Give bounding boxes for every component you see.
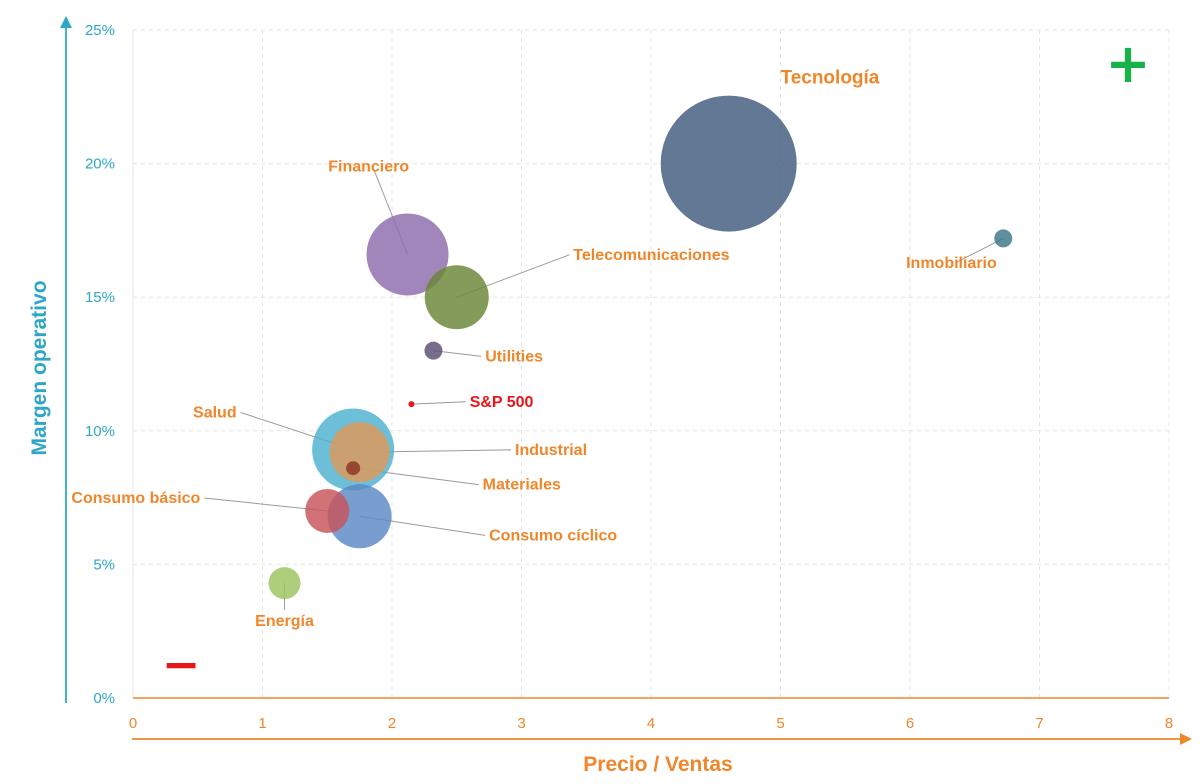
bubble-labels: Tecnología Financiero Telecomunicaciones In… — [71, 67, 997, 629]
y-axis-title: Margen operativo — [28, 280, 51, 455]
y-tick-label: 15% — [85, 289, 115, 306]
minus-sign: − — [162, 637, 201, 691]
bubble-consumo-básico — [305, 488, 350, 533]
bubble-utilities — [424, 341, 443, 360]
label-industrial: Industrial — [515, 442, 587, 459]
x-axis-arrowhead — [1180, 733, 1192, 745]
x-tick-label: 7 — [1035, 715, 1043, 732]
bubble-inmobiliario — [994, 229, 1013, 248]
x-tick-label: 1 — [258, 715, 266, 732]
x-tick-label: 3 — [517, 715, 525, 732]
y-tick-label: 5% — [93, 556, 115, 573]
label-consumo-cíclico: Consumo cíclico — [489, 527, 617, 544]
label-salud: Salud — [193, 404, 237, 421]
y-tick-label: 10% — [85, 423, 115, 440]
x-axis-title: Precio / Ventas — [583, 753, 732, 776]
label-energía: Energía — [255, 613, 314, 630]
y-tick-label: 20% — [85, 156, 115, 173]
label-telecomunicaciones: Telecomunicaciones — [573, 247, 729, 264]
bubbles — [268, 95, 1013, 600]
y-axis-arrowhead — [60, 16, 72, 28]
x-tick-label: 8 — [1165, 715, 1173, 732]
label-materiales: Materiales — [483, 477, 561, 494]
label-inmobiliario: Inmobiliario — [906, 255, 997, 272]
y-tick-label: 25% — [85, 22, 115, 39]
plus-sign: + — [1105, 32, 1150, 95]
label-financiero: Financiero — [328, 159, 409, 176]
bubble-tecnología — [660, 95, 797, 232]
x-tick-label: 5 — [776, 715, 784, 732]
tick-labels: 0% 5% 10% 15% 20% 25% 0 1 2 3 4 5 6 7 8 — [85, 22, 1173, 732]
bubble-financiero — [366, 213, 449, 296]
bubble-telecomunicaciones — [424, 265, 489, 330]
x-tick-label: 4 — [647, 715, 655, 732]
label-tecnología: Tecnología — [781, 67, 880, 88]
x-tick-label: 2 — [388, 715, 396, 732]
label-consumo-básico: Consumo básico — [71, 490, 200, 507]
axes — [60, 16, 1192, 745]
label-s-p-500: S&P 500 — [470, 394, 534, 411]
bubble-industrial — [329, 422, 390, 483]
leader-s-p-500 — [411, 401, 466, 405]
x-tick-label: 0 — [129, 715, 137, 732]
gridlines — [132, 29, 1170, 698]
bubble-s-p-500 — [408, 401, 415, 408]
label-utilities: Utilities — [485, 348, 543, 365]
y-tick-label: 0% — [93, 690, 115, 707]
x-tick-label: 6 — [906, 715, 914, 732]
bubble-energía — [268, 567, 301, 600]
bubble-materiales — [346, 461, 361, 476]
